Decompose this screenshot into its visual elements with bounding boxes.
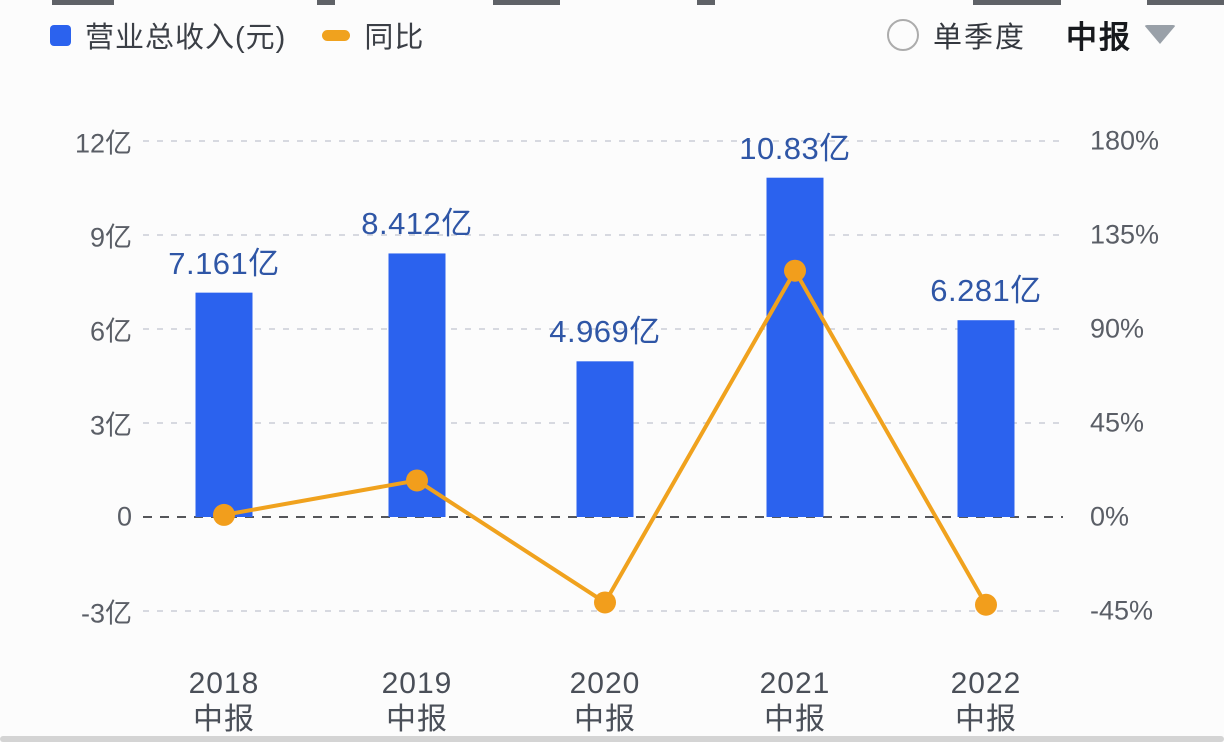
right-axis-tick: 180% bbox=[1090, 125, 1160, 156]
yoy-point-2018[interactable] bbox=[213, 503, 235, 526]
cropped-text-artifact bbox=[317, 0, 335, 5]
revenue-bar-2018[interactable] bbox=[195, 292, 253, 517]
right-axis-tick: -45% bbox=[1090, 595, 1154, 626]
bottom-scroll-strip bbox=[0, 736, 1224, 742]
bar-value-label: 4.969亿 bbox=[549, 314, 661, 350]
left-axis-tick: 3亿 bbox=[89, 410, 132, 441]
x-axis-label-2022: 2022 中报 bbox=[950, 667, 1022, 736]
cropped-text-artifact bbox=[52, 0, 114, 5]
x-axis-label-2018: 2018 中报 bbox=[188, 667, 260, 736]
chart-controls: 单季度 中报 bbox=[886, 12, 1176, 57]
report-period-dropdown[interactable]: 中报 bbox=[1066, 12, 1176, 57]
legend-label-revenue: 营业总收入(元) bbox=[85, 22, 287, 54]
legend-item-yoy[interactable]: 同比 bbox=[322, 14, 424, 56]
x-axis-label-2019: 2019 中报 bbox=[381, 667, 453, 736]
right-axis-tick: 0% bbox=[1090, 501, 1130, 532]
chevron-down-icon bbox=[1144, 25, 1176, 44]
legend-label-yoy: 同比 bbox=[364, 22, 425, 54]
single-quarter-radio[interactable] bbox=[886, 18, 919, 51]
x-axis-label-2021: 2021 中报 bbox=[759, 667, 831, 736]
revenue-bar-2022[interactable] bbox=[957, 320, 1015, 517]
cropped-text-artifact bbox=[1147, 0, 1224, 5]
x-axis-label-2020: 2020 中报 bbox=[569, 667, 641, 736]
left-axis-tick: 9亿 bbox=[89, 222, 132, 253]
left-axis-tick: 12亿 bbox=[74, 128, 132, 159]
bar-value-label: 10.83亿 bbox=[739, 130, 851, 166]
yoy-point-2019[interactable] bbox=[406, 469, 428, 492]
yoy-point-2021[interactable] bbox=[784, 259, 806, 282]
revenue-bar-2021[interactable] bbox=[766, 177, 824, 517]
bar-value-label: 8.412亿 bbox=[361, 206, 473, 242]
bar-series-swatch-icon bbox=[50, 24, 71, 46]
single-quarter-label[interactable]: 单季度 bbox=[932, 21, 1026, 54]
right-axis-tick: 90% bbox=[1090, 313, 1145, 344]
line-series-swatch-icon bbox=[322, 29, 351, 41]
left-axis-tick: 0 bbox=[116, 501, 132, 532]
left-axis-tick: -3亿 bbox=[80, 598, 132, 629]
right-axis-tick: 135% bbox=[1090, 219, 1160, 250]
cropped-text-artifact bbox=[697, 0, 715, 5]
yoy-point-2022[interactable] bbox=[975, 593, 997, 616]
bar-value-label: 7.161亿 bbox=[168, 245, 280, 281]
legend-item-revenue[interactable]: 营业总收入(元) bbox=[50, 14, 286, 56]
cropped-text-artifact bbox=[973, 0, 1061, 5]
revenue-bar-2020[interactable] bbox=[576, 361, 634, 517]
right-axis-tick: 45% bbox=[1090, 407, 1145, 438]
left-axis-tick: 6亿 bbox=[89, 316, 132, 347]
report-period-value[interactable]: 中报 bbox=[1066, 20, 1132, 55]
cropped-text-artifact bbox=[493, 0, 560, 5]
legend: 营业总收入(元) 同比 bbox=[50, 14, 446, 56]
bar-value-label: 6.281亿 bbox=[930, 273, 1042, 309]
yoy-point-2020[interactable] bbox=[594, 591, 616, 614]
